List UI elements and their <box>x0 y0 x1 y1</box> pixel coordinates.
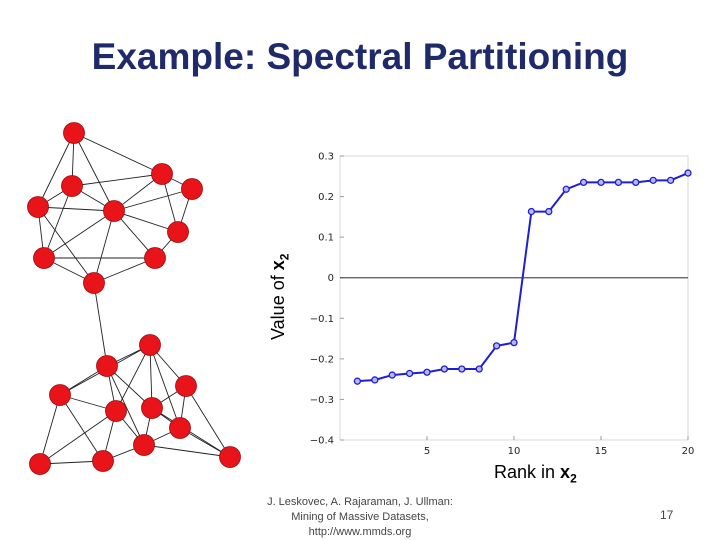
graph-node <box>92 450 114 472</box>
data-point <box>458 365 466 373</box>
graph-node <box>139 334 161 356</box>
y-tick-label: 0.1 <box>318 233 334 244</box>
y-tick-label: 0.3 <box>318 152 334 163</box>
chart-axes <box>339 155 689 441</box>
series-line <box>357 172 689 383</box>
page-number: 17 <box>660 508 674 522</box>
y-tick-label: 0.2 <box>318 192 334 203</box>
chart-ticks: −0.4 −0.3 −0.2 −0.1 0 0.1 0.2 0.3 5 10 15 20 <box>310 152 695 458</box>
graph-edge <box>37 206 95 284</box>
series-line-path <box>357 172 689 383</box>
graph-edge <box>93 210 115 284</box>
data-point <box>353 377 362 385</box>
graph-edge <box>151 407 231 458</box>
data-point <box>423 368 431 376</box>
graph-edge <box>113 188 193 212</box>
graph-nodes <box>27 122 241 475</box>
graph-edge <box>71 173 163 187</box>
data-point <box>649 176 657 184</box>
data-point <box>492 342 501 350</box>
graph-edge <box>149 344 181 429</box>
graph-edge <box>37 132 75 208</box>
data-point <box>632 178 640 187</box>
network-graph <box>27 122 241 475</box>
graph-node <box>167 221 189 243</box>
x-tick-label: 10 <box>508 446 521 457</box>
graph-edge <box>143 444 231 458</box>
graph-node <box>27 196 49 218</box>
graph-node <box>29 453 51 475</box>
series-points <box>353 169 692 385</box>
citation-line: http://www.mmds.org <box>308 526 412 538</box>
graph-node <box>83 272 105 294</box>
graph-node <box>33 247 55 269</box>
data-point <box>440 365 449 373</box>
graph-node <box>103 200 125 222</box>
plot-frame <box>339 155 689 441</box>
data-point <box>597 178 605 187</box>
graph-node <box>141 397 163 419</box>
x-axis-label: Rank in x2 <box>494 462 577 486</box>
data-point <box>527 207 536 216</box>
citation-line: Mining of Massive Datasets, <box>291 511 429 523</box>
graph-node <box>133 434 155 456</box>
graph-edge <box>39 394 61 465</box>
data-point <box>371 376 379 384</box>
graph-edge <box>43 185 73 259</box>
graph-node <box>49 384 71 406</box>
eigenvector-chart: −0.4 −0.3 −0.2 −0.1 0 0.1 0.2 0.3 5 10 15 20 <box>310 152 695 458</box>
y-tick-label: −0.1 <box>310 314 334 325</box>
graph-edge <box>59 394 104 462</box>
y-tick-label: −0.4 <box>310 436 334 447</box>
graph-edge <box>113 210 179 233</box>
graph-edge <box>185 385 231 458</box>
data-point <box>684 169 692 177</box>
data-point <box>579 178 588 187</box>
y-tick-label: −0.2 <box>310 354 334 365</box>
graph-node <box>219 446 241 468</box>
graph-edge <box>73 132 115 212</box>
data-point <box>545 207 553 216</box>
graph-edge <box>106 365 145 446</box>
data-point <box>405 369 414 378</box>
data-point <box>614 178 623 187</box>
x-tick-label: 5 <box>424 446 430 457</box>
graph-node <box>169 417 191 439</box>
citation-line: J. Leskovec, A. Rajaraman, J. Ullman: <box>267 496 453 508</box>
slide-title: Example: Spectral Partitioning <box>91 36 629 77</box>
graph-edge <box>93 282 108 367</box>
graph-edge <box>39 410 117 465</box>
graph-node <box>151 163 173 185</box>
graph-edge <box>93 257 156 284</box>
x-tick-label: 15 <box>595 446 608 457</box>
data-point <box>666 176 675 184</box>
data-point <box>510 338 518 347</box>
graph-edge <box>37 206 115 212</box>
y-tick-label: −0.3 <box>310 395 334 406</box>
graph-node <box>105 400 127 422</box>
citation-footer: J. Leskovec, A. Rajaraman, J. Ullman: Mi… <box>245 495 475 540</box>
graph-edge <box>43 210 115 259</box>
graph-node <box>175 375 197 397</box>
graph-node <box>63 122 85 144</box>
graph-node <box>96 355 118 377</box>
data-point <box>562 185 570 193</box>
x-tick-label: 20 <box>682 446 695 457</box>
graph-node <box>61 175 83 197</box>
y-tick-label: 0 <box>328 273 334 284</box>
graph-edge <box>115 344 151 412</box>
y-axis-label: Value of x2 <box>268 253 292 340</box>
graph-node <box>181 178 203 200</box>
graph-node <box>144 247 166 269</box>
data-point <box>475 365 483 373</box>
graph-edge <box>73 132 163 175</box>
data-point <box>388 371 396 379</box>
